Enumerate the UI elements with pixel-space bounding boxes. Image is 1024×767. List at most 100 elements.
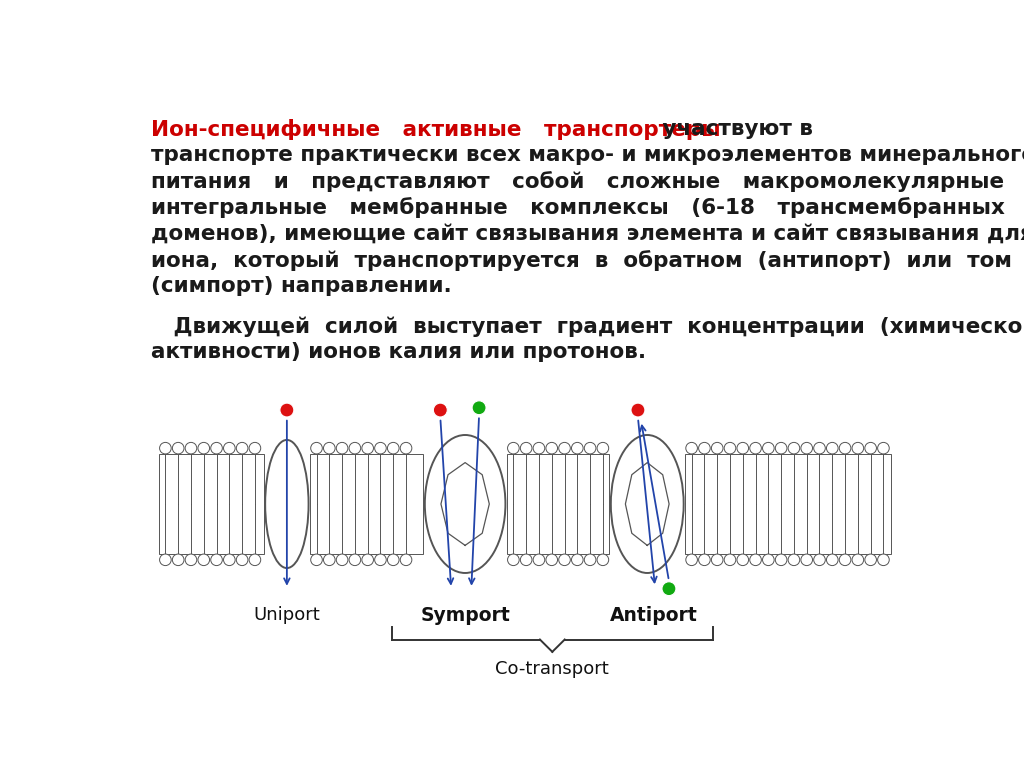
Circle shape xyxy=(814,443,825,454)
Circle shape xyxy=(160,443,171,454)
Circle shape xyxy=(585,554,596,565)
Text: (симпорт) направлении.: (симпорт) направлении. xyxy=(152,276,452,296)
Circle shape xyxy=(712,443,723,454)
Circle shape xyxy=(324,443,335,454)
Circle shape xyxy=(237,443,248,454)
Text: питания   и   представляют   собой   сложные   макромолекулярные: питания и представляют собой сложные мак… xyxy=(152,171,1005,193)
Bar xyxy=(159,454,263,554)
Circle shape xyxy=(433,403,447,417)
Circle shape xyxy=(559,554,570,565)
Bar xyxy=(507,454,609,554)
Circle shape xyxy=(336,443,348,454)
Circle shape xyxy=(185,443,197,454)
Text: Uniport: Uniport xyxy=(254,606,321,624)
Circle shape xyxy=(852,443,863,454)
Circle shape xyxy=(737,443,749,454)
Circle shape xyxy=(878,554,889,565)
Circle shape xyxy=(198,443,210,454)
Circle shape xyxy=(211,554,222,565)
Circle shape xyxy=(712,554,723,565)
Circle shape xyxy=(211,443,222,454)
Circle shape xyxy=(375,443,386,454)
Circle shape xyxy=(686,554,697,565)
Text: Co-transport: Co-transport xyxy=(496,660,609,677)
Ellipse shape xyxy=(265,440,308,568)
Circle shape xyxy=(172,554,184,565)
Circle shape xyxy=(223,554,236,565)
Text: транспорте практически всех макро- и микроэлементов минерального: транспорте практически всех макро- и мик… xyxy=(152,145,1024,165)
Circle shape xyxy=(361,443,374,454)
Circle shape xyxy=(160,554,171,565)
Circle shape xyxy=(865,443,877,454)
Circle shape xyxy=(814,554,825,565)
Circle shape xyxy=(375,554,386,565)
Circle shape xyxy=(534,554,545,565)
Circle shape xyxy=(387,443,399,454)
Circle shape xyxy=(534,443,545,454)
Text: участвуют в: участвуют в xyxy=(655,119,813,139)
Circle shape xyxy=(546,554,557,565)
Circle shape xyxy=(775,554,786,565)
Circle shape xyxy=(662,581,676,596)
Circle shape xyxy=(349,554,360,565)
Ellipse shape xyxy=(425,435,506,573)
Circle shape xyxy=(508,554,519,565)
Circle shape xyxy=(387,554,399,565)
Circle shape xyxy=(361,554,374,565)
Circle shape xyxy=(840,443,851,454)
Circle shape xyxy=(559,443,570,454)
Circle shape xyxy=(198,554,210,565)
Circle shape xyxy=(400,443,412,454)
Circle shape xyxy=(324,554,335,565)
Circle shape xyxy=(801,443,812,454)
Circle shape xyxy=(597,554,608,565)
Circle shape xyxy=(698,554,711,565)
Text: Ион-специфичные   активные   транспортеры: Ион-специфичные активные транспортеры xyxy=(152,119,721,140)
Circle shape xyxy=(724,443,736,454)
Circle shape xyxy=(546,443,557,454)
Ellipse shape xyxy=(611,435,684,573)
Circle shape xyxy=(763,443,774,454)
Circle shape xyxy=(597,443,608,454)
Bar xyxy=(685,454,891,554)
Circle shape xyxy=(826,554,838,565)
Circle shape xyxy=(775,443,786,454)
Circle shape xyxy=(520,554,532,565)
Circle shape xyxy=(585,443,596,454)
Circle shape xyxy=(571,443,583,454)
Circle shape xyxy=(249,443,261,454)
Circle shape xyxy=(237,554,248,565)
Text: Antiport: Antiport xyxy=(609,606,697,624)
Text: Symport: Symport xyxy=(420,606,510,624)
Text: доменов), имеющие сайт связывания элемента и сайт связывания для: доменов), имеющие сайт связывания элемен… xyxy=(152,224,1024,244)
Circle shape xyxy=(763,554,774,565)
Circle shape xyxy=(750,554,762,565)
Circle shape xyxy=(336,554,348,565)
Circle shape xyxy=(310,443,323,454)
Circle shape xyxy=(280,403,294,417)
Text: Движущей  силой  выступает  градиент  концентрации  (химической: Движущей силой выступает градиент концен… xyxy=(152,316,1024,337)
Circle shape xyxy=(349,443,360,454)
Text: активности) ионов калия или протонов.: активности) ионов калия или протонов. xyxy=(152,342,646,362)
Circle shape xyxy=(249,554,261,565)
Circle shape xyxy=(172,443,184,454)
Circle shape xyxy=(878,443,889,454)
Circle shape xyxy=(310,554,323,565)
Circle shape xyxy=(185,554,197,565)
Circle shape xyxy=(865,554,877,565)
Circle shape xyxy=(631,403,645,417)
Circle shape xyxy=(698,443,711,454)
Circle shape xyxy=(724,554,736,565)
Bar xyxy=(310,454,423,554)
Circle shape xyxy=(852,554,863,565)
Circle shape xyxy=(840,554,851,565)
Text: интегральные   мембранные   комплексы   (6-18   трансмембранных: интегральные мембранные комплексы (6-18 … xyxy=(152,198,1006,219)
Circle shape xyxy=(571,554,583,565)
Circle shape xyxy=(801,554,812,565)
Circle shape xyxy=(750,443,762,454)
Circle shape xyxy=(472,401,486,415)
Circle shape xyxy=(788,554,800,565)
Circle shape xyxy=(686,443,697,454)
Circle shape xyxy=(400,554,412,565)
Circle shape xyxy=(508,443,519,454)
